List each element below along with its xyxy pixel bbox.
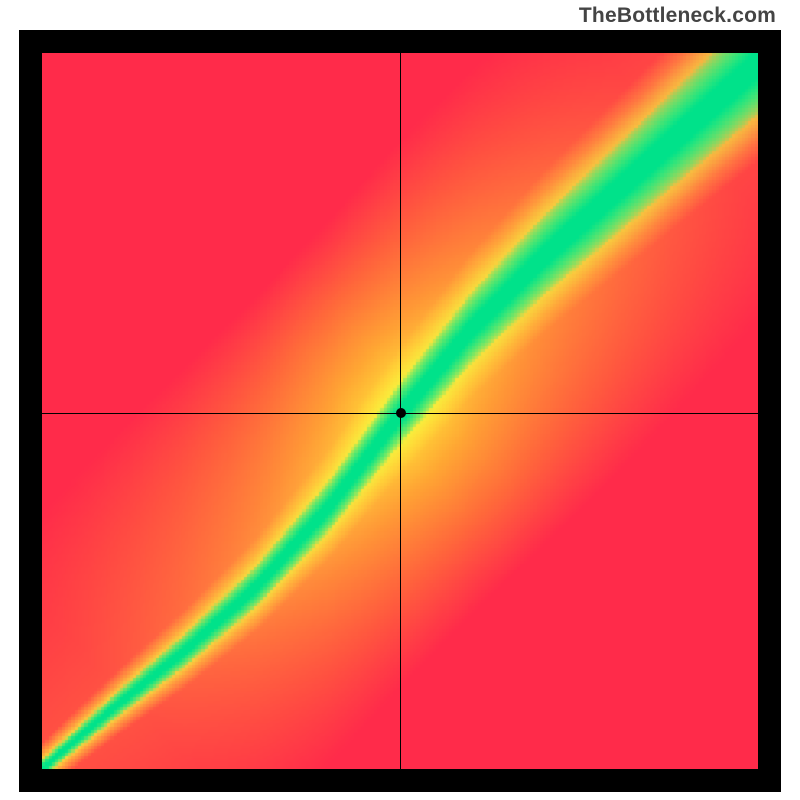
crosshair-marker [396,408,406,418]
chart-container: TheBottleneck.com [0,0,800,800]
watermark-text: TheBottleneck.com [579,4,776,28]
plot-area [42,53,758,769]
